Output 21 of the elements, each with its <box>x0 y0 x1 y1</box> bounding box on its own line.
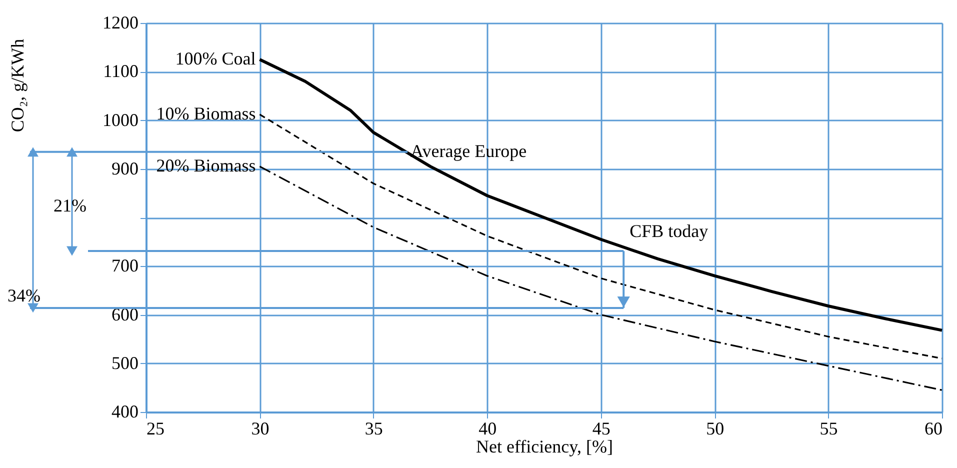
x-tick-label: 30 <box>251 418 270 438</box>
y-tick-label: 400 <box>112 402 138 422</box>
x-tick-label: 25 <box>146 418 164 438</box>
y-tick-label: 600 <box>112 304 138 324</box>
series-label: 100% Coal <box>175 48 256 68</box>
y-tick-label: 1000 <box>102 110 138 130</box>
y-tick-label: 900 <box>112 158 138 178</box>
x-axis-title: Net efficiency, [%] <box>476 436 613 456</box>
x-tick-label: 55 <box>820 418 838 438</box>
y-tick-label: 1100 <box>103 61 138 82</box>
x-tick-label: 60 <box>924 418 942 438</box>
y-axis-title: CO₂, g/KWh <box>8 38 28 132</box>
x-tick-label: 50 <box>706 418 724 438</box>
y-tick-label: 1200 <box>102 12 138 32</box>
x-tick-label: 40 <box>478 418 497 438</box>
y-tick-label: 500 <box>112 352 138 373</box>
annotation: CFB today <box>630 221 708 242</box>
series-label: 10% Biomass <box>156 103 256 124</box>
x-tick-label: 45 <box>592 418 610 438</box>
y-tick-label: 700 <box>112 256 138 276</box>
x-tick-label: 35 <box>364 418 383 438</box>
